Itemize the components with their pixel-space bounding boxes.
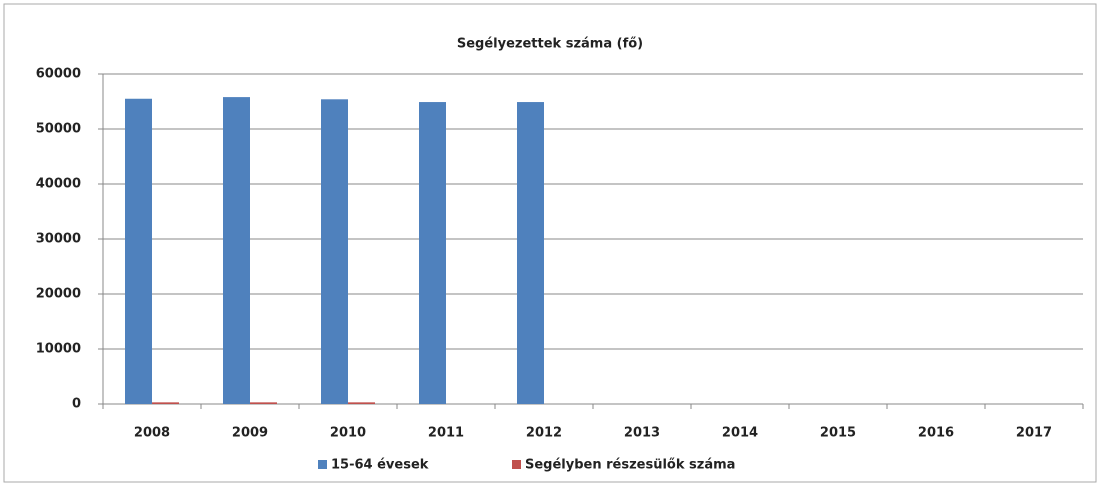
y-tick-label: 30000 — [36, 232, 81, 247]
chart-border — [3, 3, 1097, 483]
y-tick-label: 10000 — [36, 342, 81, 357]
x-tick-label: 2008 — [134, 426, 170, 441]
bar — [517, 102, 544, 405]
bar — [152, 402, 179, 404]
bar — [125, 98, 152, 404]
x-tick-label: 2014 — [722, 426, 758, 441]
y-tick-label: 20000 — [36, 287, 81, 302]
x-tick-label: 2011 — [428, 426, 464, 441]
x-tick-label: 2015 — [820, 426, 856, 441]
x-tick-label: 2013 — [624, 426, 660, 441]
legend-label: 15-64 évesek — [331, 458, 429, 473]
x-tick-label: 2017 — [1016, 426, 1052, 441]
x-tick-label: 2016 — [918, 426, 954, 441]
chart-title: Segélyezettek száma (fő) — [457, 37, 643, 52]
legend-label: Segélyben részesülők száma — [525, 458, 735, 473]
legend-swatch — [512, 460, 521, 469]
bar — [419, 102, 446, 405]
bar — [250, 402, 277, 404]
x-tick-label: 2009 — [232, 426, 268, 441]
y-tick-label: 50000 — [36, 122, 81, 137]
bar — [223, 97, 250, 404]
y-tick-label: 60000 — [36, 67, 81, 82]
x-tick-label: 2010 — [330, 426, 366, 441]
x-tick-label: 2012 — [526, 426, 562, 441]
bar — [321, 99, 348, 405]
y-tick-label: 0 — [72, 397, 81, 412]
bar — [348, 402, 375, 404]
legend-swatch — [318, 460, 327, 469]
y-tick-label: 40000 — [36, 177, 81, 192]
